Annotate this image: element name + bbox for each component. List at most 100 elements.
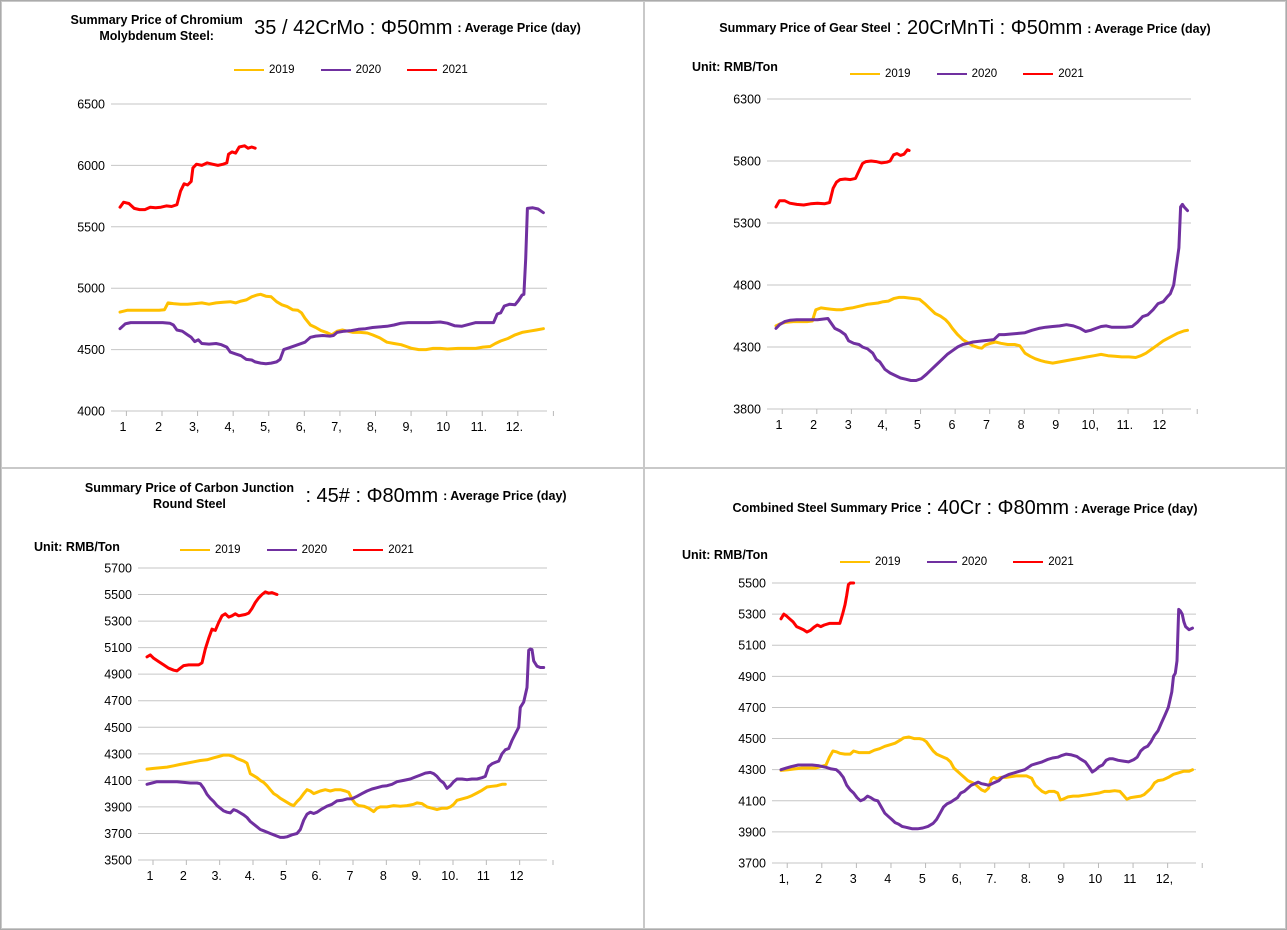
svg-text:5300: 5300 [733,217,761,231]
svg-text:6000: 6000 [77,159,105,173]
svg-text:5000: 5000 [77,282,105,296]
svg-text:4000: 4000 [77,405,105,419]
legend-line-2021-icon [353,548,384,552]
svg-text:9: 9 [1052,418,1059,432]
unit-label: Unit: RMB/Ton [692,60,778,74]
svg-text:3700: 3700 [738,857,766,871]
svg-text:8,: 8, [367,420,377,434]
svg-text:2: 2 [155,420,162,434]
svg-text:10: 10 [436,420,450,434]
svg-text:4,: 4, [878,418,888,432]
svg-text:5: 5 [280,869,287,883]
chart-title-spec: : 45# : Φ80mm [305,484,439,507]
svg-text:5,: 5, [260,420,270,434]
legend-line-2020-icon [320,68,351,72]
svg-text:6.: 6. [311,869,321,883]
chart-title: Summary Price of Gear Steel : 20CrMnTi :… [645,17,1285,40]
svg-text:2: 2 [815,872,822,886]
chart-title: Summary Price of Carbon Junction Round S… [2,480,643,513]
line-chart: 5700 5500 5300 5100 4900 4700 4500 4300 4100 3900… [104,562,554,883]
svg-text:8: 8 [380,869,387,883]
chart-panel-combined-steel: Combined Steel Summary Price : 40Cr : Φ8… [644,468,1286,929]
svg-text:4800: 4800 [733,279,761,293]
legend-label-2019: 2019 [215,544,241,556]
legend-item-2019: 2019 [850,68,911,80]
chart-title-spec: 35 / 42CrMo : Φ50mm [254,16,453,39]
legend-label-2020: 2020 [355,64,382,76]
svg-text:3: 3 [845,418,852,432]
svg-text:4300: 4300 [733,341,761,355]
svg-text:2: 2 [180,869,187,883]
svg-text:4.: 4. [245,869,255,883]
svg-text:12: 12 [1152,418,1166,432]
legend-line-2020-icon [936,72,967,76]
svg-text:7.: 7. [986,872,996,886]
chart-panel-chromium-molybdenum: Summary Price of Chromium Molybdenum Ste… [1,1,644,468]
legend-item-2021: 2021 [1023,68,1084,80]
legend-label-2021: 2021 [388,544,414,556]
svg-text:9: 9 [1057,872,1064,886]
svg-text:4100: 4100 [104,774,132,788]
chart-panel-carbon-round-steel: Summary Price of Carbon Junction Round S… [1,468,644,929]
svg-text:1,: 1, [779,872,789,886]
legend-item-2021: 2021 [353,544,414,556]
svg-text:10.: 10. [441,869,458,883]
svg-text:12.: 12. [506,420,523,434]
svg-text:5500: 5500 [738,577,766,591]
svg-text:11: 11 [1123,872,1136,886]
svg-text:3.: 3. [211,869,221,883]
legend-item-2019: 2019 [180,544,241,556]
chart-title-spec: : 40Cr : Φ80mm [926,497,1070,519]
chart-legend: 2019 2020 2021 [840,556,1074,568]
svg-text:6300: 6300 [733,93,761,107]
legend-label-2021: 2021 [442,64,468,76]
legend-label-2019: 2019 [875,556,901,568]
svg-text:5100: 5100 [738,639,766,653]
legend-line-2019-icon [840,560,870,564]
legend-label-2020: 2020 [961,556,988,568]
chart-panel-gear-steel: Summary Price of Gear Steel : 20CrMnTi :… [644,1,1286,468]
svg-text:10,: 10, [1082,418,1099,432]
svg-text:6,: 6, [296,420,306,434]
legend-item-2020: 2020 [266,544,327,556]
svg-text:4300: 4300 [738,763,766,777]
legend-line-2019-icon [850,72,880,76]
chart-title-suffix: : Average Price (day) [457,21,581,36]
chart-title: Summary Price of Chromium Molybdenum Ste… [2,12,643,45]
svg-text:5300: 5300 [738,608,766,622]
svg-text:4300: 4300 [104,747,132,761]
svg-text:6,: 6, [952,872,962,886]
svg-text:3900: 3900 [738,825,766,839]
svg-text:5500: 5500 [104,588,132,602]
chart-title-prefix: Summary Price of Chromium Molybdenum Ste… [70,13,243,44]
svg-text:3500: 3500 [104,854,132,868]
chart-title-prefix: Summary Price of Carbon Junction Round S… [84,481,294,512]
svg-text:4,: 4, [225,420,235,434]
unit-label: Unit: RMB/Ton [34,540,120,554]
legend-label-2021: 2021 [1048,556,1074,568]
legend-item-2020: 2020 [936,68,997,80]
svg-text:7: 7 [983,418,990,432]
svg-text:4: 4 [884,872,891,886]
legend-item-2020: 2020 [320,64,382,76]
legend-line-2021-icon [407,68,438,72]
legend-line-2020-icon [266,548,297,552]
legend-item-2021: 2021 [407,64,468,76]
svg-text:4900: 4900 [738,670,766,684]
svg-text:4500: 4500 [77,343,105,357]
chart-title-prefix: Summary Price of Gear Steel [719,21,891,36]
svg-text:1: 1 [120,420,127,434]
svg-text:5700: 5700 [104,562,132,576]
svg-text:12: 12 [510,869,524,883]
svg-text:5100: 5100 [104,641,132,655]
svg-text:7: 7 [347,869,354,883]
chart-title-prefix: Combined Steel Summary Price [732,501,922,516]
svg-text:8: 8 [1018,418,1025,432]
chart-legend: 2019 2020 2021 [180,544,414,556]
svg-text:6: 6 [948,418,955,432]
svg-text:5500: 5500 [77,220,105,234]
svg-text:3900: 3900 [104,800,132,814]
svg-text:5: 5 [919,872,926,886]
svg-text:4900: 4900 [104,668,132,682]
